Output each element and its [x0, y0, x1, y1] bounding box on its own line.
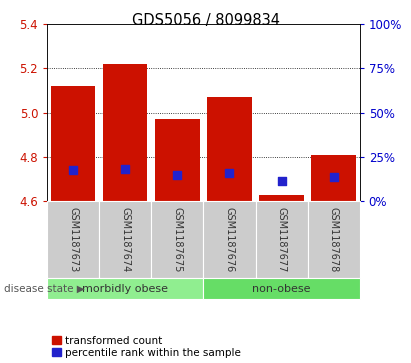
- Legend: transformed count, percentile rank within the sample: transformed count, percentile rank withi…: [53, 336, 241, 358]
- Bar: [208, 97, 252, 201]
- Text: GDS5056 / 8099834: GDS5056 / 8099834: [132, 13, 279, 28]
- Text: GSM1187673: GSM1187673: [68, 207, 78, 272]
- Point: [226, 170, 233, 175]
- Point: [174, 172, 181, 178]
- Point: [330, 174, 337, 180]
- Point: [70, 167, 76, 173]
- Text: disease state ▶: disease state ▶: [4, 284, 85, 294]
- Text: non-obese: non-obese: [252, 284, 311, 294]
- Point: [278, 179, 285, 184]
- Bar: [312, 155, 356, 201]
- Bar: [155, 119, 200, 201]
- Bar: [51, 86, 95, 201]
- Bar: [259, 195, 304, 201]
- Text: GSM1187674: GSM1187674: [120, 207, 130, 272]
- Text: GSM1187676: GSM1187676: [224, 207, 234, 272]
- Point: [122, 166, 129, 172]
- Bar: [103, 64, 148, 201]
- Text: morbidly obese: morbidly obese: [82, 284, 169, 294]
- Text: GSM1187677: GSM1187677: [277, 207, 286, 272]
- Text: GSM1187675: GSM1187675: [173, 207, 182, 272]
- Text: GSM1187678: GSM1187678: [329, 207, 339, 272]
